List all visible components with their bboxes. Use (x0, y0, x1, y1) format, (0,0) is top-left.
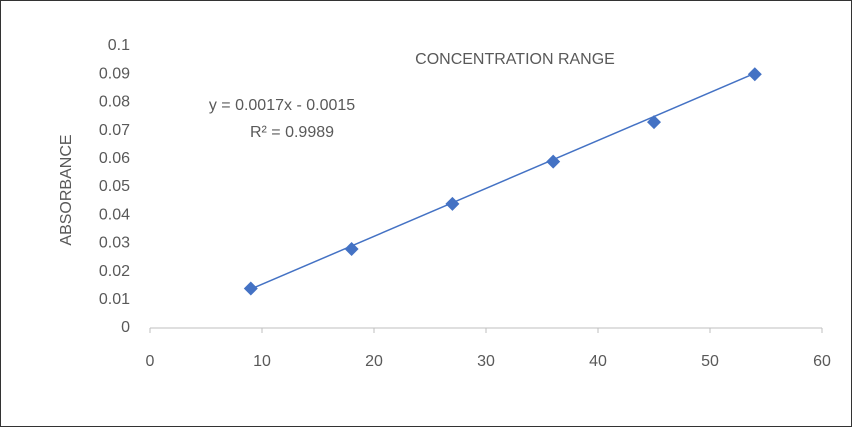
y-tick-label: 0 (121, 319, 130, 336)
y-tick-label: 0.09 (99, 65, 130, 82)
chart-title: CONCENTRATION RANGE (415, 51, 615, 68)
y-tick-label: 0.1 (108, 37, 130, 54)
trendline-equation: y = 0.0017x - 0.0015 (209, 97, 355, 114)
y-tick-label: 0.02 (99, 263, 130, 280)
x-tick-label: 30 (477, 353, 495, 370)
y-tick-label: 0.06 (99, 150, 130, 167)
x-tick-label: 0 (146, 353, 155, 370)
data-point (747, 67, 762, 82)
y-tick-label: 0.01 (99, 291, 130, 308)
data-point (445, 196, 460, 211)
x-tick-label: 60 (813, 353, 831, 370)
y-tick-label: 0.03 (99, 235, 130, 252)
y-tick-label: 0.05 (99, 178, 130, 195)
x-tick-label: 20 (365, 353, 383, 370)
y-axis-label: ABSORBANCE (58, 134, 75, 245)
trendline-r-squared: R² = 0.9989 (250, 124, 334, 141)
x-tick-label: 50 (701, 353, 719, 370)
data-point (344, 242, 359, 257)
y-tick-label: 0.04 (99, 206, 130, 223)
x-tick-label: 40 (589, 353, 607, 370)
y-tick-label: 0.08 (99, 94, 130, 111)
y-tick-label: 0.07 (99, 122, 130, 139)
data-point (647, 115, 661, 130)
data-point (243, 281, 258, 296)
trendline (250, 72, 756, 290)
x-tick-label: 10 (253, 353, 271, 370)
data-point (546, 154, 561, 169)
